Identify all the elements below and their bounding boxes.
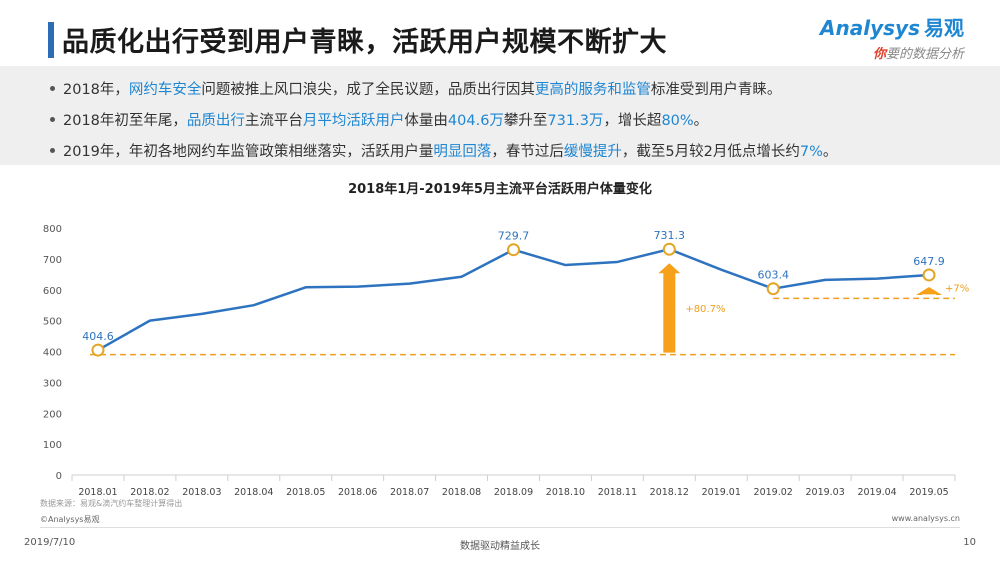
- chart-title: 2018年1月-2019年5月主流平台活跃用户体量变化: [348, 182, 652, 197]
- data-point-marker: [507, 243, 520, 257]
- x-tick-label: 2018.01: [78, 487, 117, 498]
- annotation-growth-7: +7%: [945, 283, 969, 294]
- data-point-label: 731.3: [654, 229, 686, 242]
- data-point-marker: [766, 282, 780, 296]
- footer-date: 2019/7/10: [24, 537, 76, 548]
- bullet-text: 问题被推上风口浪尖，成了全民议题，品质出行因其: [201, 82, 535, 98]
- data-point-label: 729.7: [498, 230, 530, 243]
- x-tick-label: 2018.03: [182, 487, 221, 498]
- bullet-text: ，截至5月较2月低点增长约: [621, 144, 800, 160]
- data-point-marker: [662, 242, 676, 256]
- data-source-note: 数据来源：易观&滴汽约车整理计算得出: [40, 499, 183, 508]
- x-tick-label: 2018.07: [390, 487, 429, 498]
- x-tick-label: 2019.04: [857, 487, 896, 498]
- y-tick-label: 700: [43, 255, 62, 266]
- active-users-line-chart: 0 100 200 300 400 500 600 700 800 2018.01 2018.02 2…: [43, 224, 969, 498]
- annotation-growth-80: +80.7%: [685, 304, 725, 315]
- data-point-marker: [91, 343, 105, 357]
- x-tick-label: 2018.02: [130, 487, 169, 498]
- bullet-text: 。: [693, 113, 709, 129]
- bullet-highlight: 404.6万: [447, 113, 504, 129]
- y-tick-label: 400: [43, 348, 62, 359]
- bullet-text: ，春节过后: [491, 144, 564, 160]
- logo-brand: Analysys 易观: [820, 12, 964, 41]
- growth-arrow-80: [658, 263, 681, 353]
- x-tick-label: 2018.11: [598, 487, 637, 498]
- bullet-highlight: 网约车安全: [128, 82, 202, 98]
- x-tick-label: 2018.09: [494, 487, 533, 498]
- bullet-highlight: 明显回落: [433, 144, 492, 160]
- bullet-2018-safety: 2018年，网约车安全问题被推上风口浪尖，成了全民议题，品质出行因其更高的服务和…: [50, 78, 781, 99]
- bullet-highlight: 品质出行: [186, 113, 245, 129]
- x-tick-label: 2018.10: [546, 487, 585, 498]
- x-tick-label: 2019.02: [754, 487, 793, 498]
- logo-brand-cn: 易观: [924, 16, 964, 40]
- data-point-marker: [922, 268, 936, 282]
- bullet-text: ，增长超: [603, 113, 662, 129]
- logo-slogan-first: 你: [872, 47, 886, 62]
- x-tick-label: 2018.06: [338, 487, 377, 498]
- bullet-2018-growth: 2018年初至年尾，品质出行主流平台月平均活跃用户体量由404.6万攀升至731…: [50, 109, 708, 130]
- x-tick-label: 2018.08: [442, 487, 481, 498]
- copyright-text: ©Analysys易观: [40, 515, 100, 524]
- series-line: [97, 247, 930, 352]
- x-tick-label: 2019.03: [805, 487, 844, 498]
- bullet-dot: [50, 147, 55, 153]
- analysys-logo: Analysys 易观 你要的数据分析: [820, 12, 964, 62]
- bullet-text: 攀升至: [503, 113, 548, 129]
- data-point-label: 404.6: [82, 330, 114, 343]
- bullet-dot: [50, 116, 55, 122]
- y-tick-label: 500: [43, 317, 62, 328]
- y-tick-label: 600: [43, 286, 62, 297]
- bullet-2019-regulation: 2019年，年初各地网约车监管政策相继落实，活跃用户量明显回落，春节过后缓慢提升…: [50, 140, 837, 161]
- logo-slogan: 你要的数据分析: [820, 43, 964, 62]
- logo-brand-en: Analysys: [820, 16, 920, 40]
- y-tick-label: 100: [43, 440, 62, 451]
- logo-slogan-rest: 要的数据分析: [885, 47, 964, 62]
- bullet-highlight: 缓慢提升: [563, 144, 622, 160]
- y-tick-label: 0: [56, 471, 62, 482]
- bullet-text: 2018年初至年尾，: [63, 113, 187, 129]
- footer-slogan: 数据驱动精益成长: [460, 541, 540, 552]
- bullet-text: 。: [822, 144, 838, 160]
- x-tick-label: 2019.05: [909, 487, 948, 498]
- x-tick-label: 2019.01: [702, 487, 741, 498]
- bullet-text: 体量由: [404, 113, 448, 129]
- summary-bullets: 2018年，网约车安全问题被推上风口浪尖，成了全民议题，品质出行因其更高的服务和…: [0, 66, 1000, 165]
- bullet-text: 标准受到用户青睐。: [650, 82, 782, 98]
- y-tick-label: 200: [43, 409, 62, 420]
- bullet-highlight: 80%: [661, 113, 694, 129]
- page-number: 10: [963, 537, 976, 548]
- x-tick-label: 2018.04: [234, 487, 273, 498]
- bullet-highlight: 731.3万: [547, 113, 604, 129]
- footer-divider: [40, 527, 960, 528]
- x-tick-label: 2018.05: [286, 487, 325, 498]
- page-title: 品质化出行受到用户青睐，活跃用户规模不断扩大: [62, 27, 667, 58]
- title-accent-bar: [48, 22, 54, 58]
- x-tick-label: 2018.12: [650, 487, 689, 498]
- bullet-highlight: 更高的服务和监管: [534, 82, 651, 98]
- bullet-highlight: 7%: [799, 144, 823, 160]
- bullet-highlight: 月平均活跃用户: [302, 113, 405, 129]
- y-tick-label: 300: [43, 378, 62, 389]
- bullet-text: 主流平台: [244, 113, 303, 129]
- bullet-text: 2018年，: [63, 82, 129, 98]
- data-point-label: 647.9: [913, 255, 945, 268]
- website-text: www.analysys.cn: [891, 514, 960, 523]
- y-tick-label: 800: [43, 224, 62, 235]
- growth-arrow-7: [916, 286, 943, 295]
- bullet-dot: [50, 85, 55, 91]
- data-point-label: 603.4: [757, 269, 789, 282]
- bullet-text: 2019年，年初各地网约车监管政策相继落实，活跃用户量: [63, 144, 434, 160]
